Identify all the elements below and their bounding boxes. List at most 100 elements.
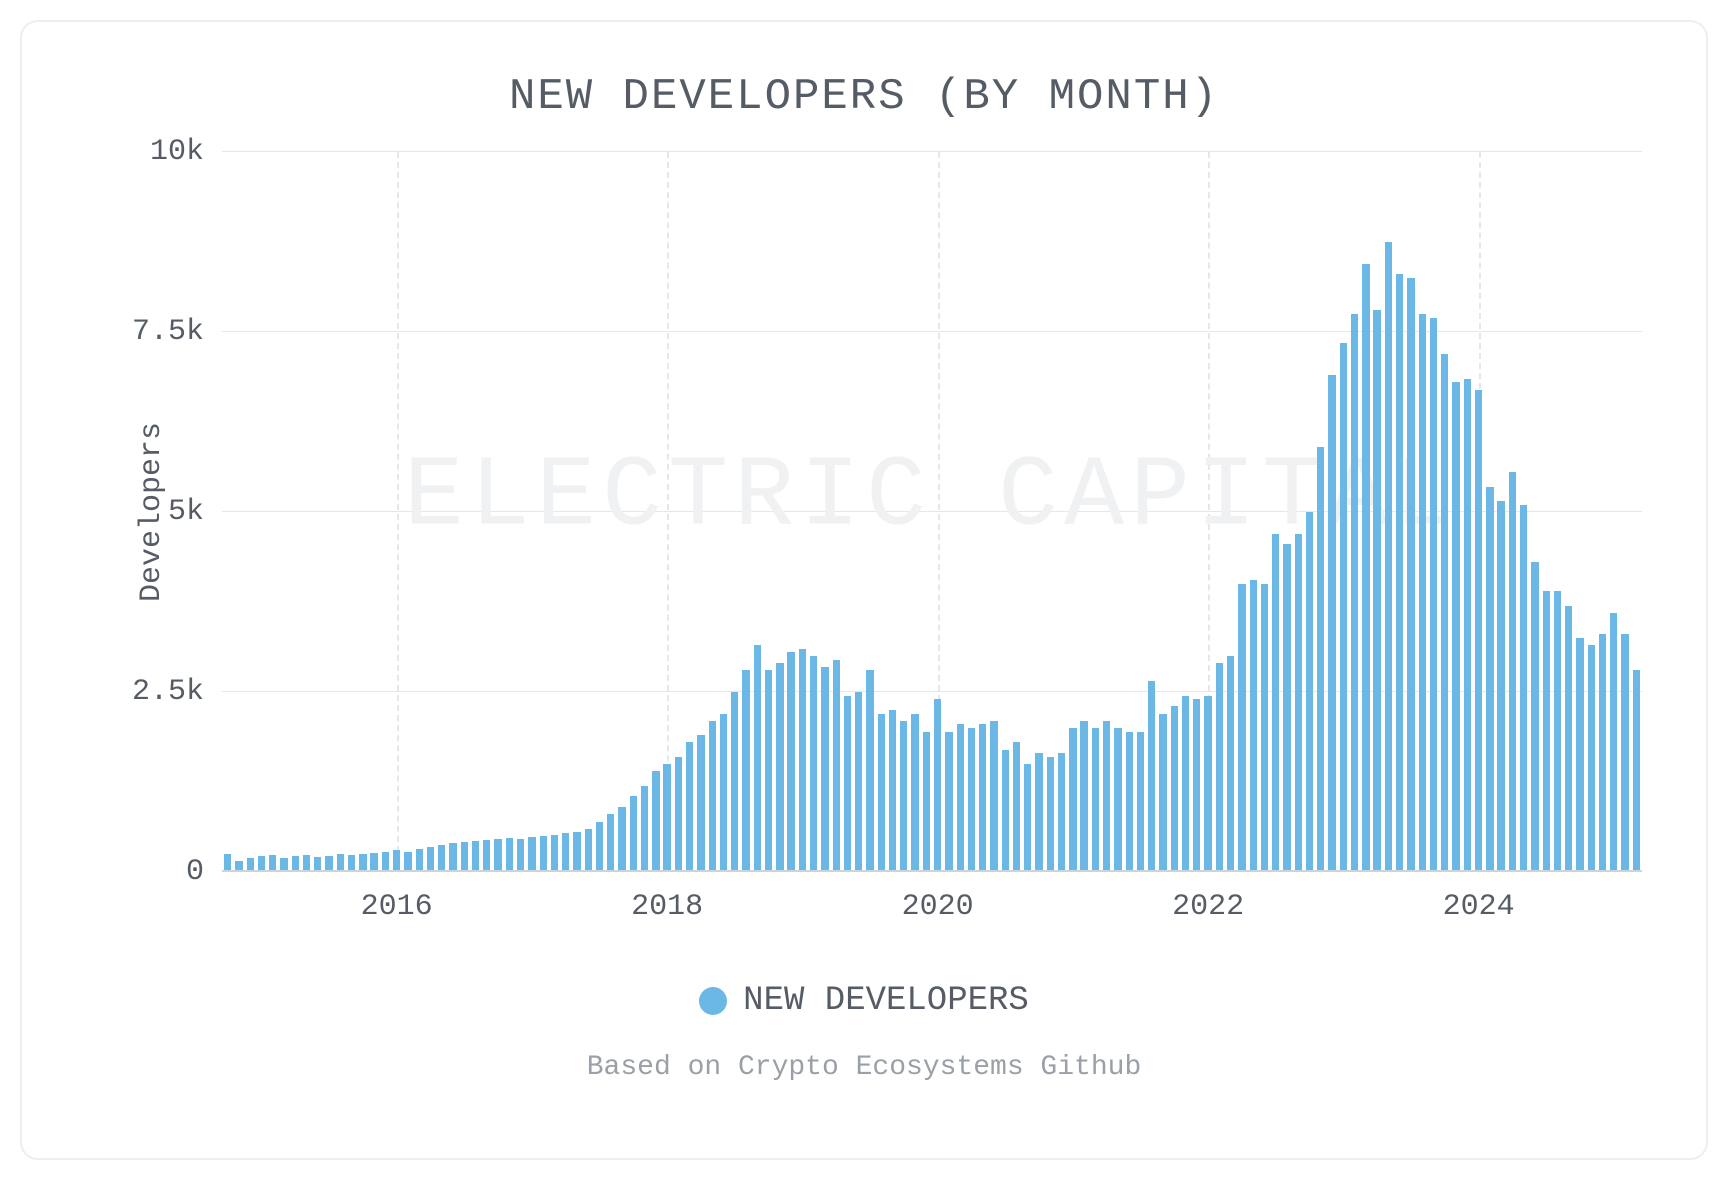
- bar: [573, 832, 580, 872]
- bar: [551, 835, 558, 872]
- bar: [663, 764, 670, 872]
- x-tick-label: 2018: [631, 890, 703, 924]
- x-tick-label: 2024: [1443, 890, 1515, 924]
- plot: ELECTRIC CAPITAL 20162018202020222024: [222, 152, 1642, 872]
- bar: [1441, 354, 1448, 872]
- bar: [1351, 314, 1358, 872]
- bar: [1013, 742, 1020, 872]
- bar: [900, 721, 907, 872]
- bar: [1182, 696, 1189, 872]
- bar: [1159, 714, 1166, 872]
- bar: [1148, 681, 1155, 872]
- bar: [990, 721, 997, 872]
- bar: [630, 796, 637, 872]
- chart-card: NEW DEVELOPERS (BY MONTH) Developers 02.…: [20, 20, 1708, 1160]
- bar: [1430, 318, 1437, 872]
- bar: [934, 699, 941, 872]
- bar: [1171, 706, 1178, 872]
- bar: [1407, 278, 1414, 872]
- bar: [562, 833, 569, 872]
- bar: [1419, 314, 1426, 872]
- bar: [799, 649, 806, 872]
- x-tick-label: 2016: [361, 890, 433, 924]
- bar: [675, 757, 682, 872]
- bar: [810, 656, 817, 872]
- bar: [1103, 721, 1110, 872]
- bar: [776, 663, 783, 872]
- bar: [1261, 584, 1268, 872]
- plot-area: Developers 02.5k5k7.5k10k ELECTRIC CAPIT…: [122, 152, 1642, 872]
- bar: [742, 670, 749, 872]
- bar: [731, 692, 738, 872]
- bar: [1340, 343, 1347, 872]
- bar: [945, 732, 952, 872]
- bar: [1317, 447, 1324, 872]
- bar: [923, 732, 930, 872]
- bar: [1464, 379, 1471, 872]
- bar: [427, 847, 434, 872]
- bar: [1373, 310, 1380, 872]
- bar: [844, 696, 851, 872]
- bar: [1486, 487, 1493, 872]
- legend-item: NEW DEVELOPERS: [699, 982, 1029, 1020]
- legend-dot-icon: [699, 987, 727, 1015]
- bar: [1497, 501, 1504, 872]
- bar: [1092, 728, 1099, 872]
- bar: [686, 742, 693, 872]
- bar: [585, 829, 592, 872]
- bar: [449, 843, 456, 872]
- bar: [1080, 721, 1087, 872]
- bar: [754, 645, 761, 872]
- bar: [1543, 591, 1550, 872]
- bar: [1554, 591, 1561, 872]
- bar: [641, 786, 648, 872]
- bar: [697, 735, 704, 872]
- bar: [720, 714, 727, 872]
- bar: [833, 660, 840, 872]
- bar: [1452, 382, 1459, 872]
- bar: [866, 670, 873, 872]
- bar: [1565, 606, 1572, 872]
- chart-caption: Based on Crypto Ecosystems Github: [22, 1052, 1706, 1083]
- bar: [416, 849, 423, 872]
- bar: [1621, 634, 1628, 872]
- y-tick-label: 2.5k: [132, 675, 204, 709]
- bar: [652, 771, 659, 872]
- y-axis-ticks: 02.5k5k7.5k10k: [122, 152, 212, 872]
- bar: [1328, 375, 1335, 872]
- bar: [618, 807, 625, 872]
- bar: [1137, 732, 1144, 872]
- chart-title: NEW DEVELOPERS (BY MONTH): [22, 72, 1706, 122]
- x-tick-label: 2020: [902, 890, 974, 924]
- bar: [1227, 656, 1234, 872]
- bar: [1306, 512, 1313, 872]
- bar: [979, 724, 986, 872]
- bar: [765, 670, 772, 872]
- bar: [1035, 753, 1042, 872]
- bar: [438, 845, 445, 872]
- bar: [472, 841, 479, 872]
- bar: [889, 710, 896, 872]
- bar: [1362, 264, 1369, 872]
- x-tick-label: 2022: [1172, 890, 1244, 924]
- bar: [404, 852, 411, 872]
- bar: [1509, 472, 1516, 872]
- bar: [1114, 728, 1121, 872]
- bar: [1531, 562, 1538, 872]
- bar: [1588, 645, 1595, 872]
- bar: [911, 714, 918, 872]
- bar: [607, 814, 614, 872]
- bar: [1193, 699, 1200, 872]
- bar: [1385, 242, 1392, 872]
- bar: [1069, 728, 1076, 872]
- bar: [1610, 613, 1617, 872]
- y-tick-label: 7.5k: [132, 315, 204, 349]
- bar: [1475, 390, 1482, 872]
- bar: [1599, 634, 1606, 872]
- bar: [1058, 753, 1065, 872]
- bar: [787, 652, 794, 872]
- bar: [461, 842, 468, 872]
- bar: [382, 852, 389, 872]
- bar: [957, 724, 964, 872]
- bar: [1047, 757, 1054, 872]
